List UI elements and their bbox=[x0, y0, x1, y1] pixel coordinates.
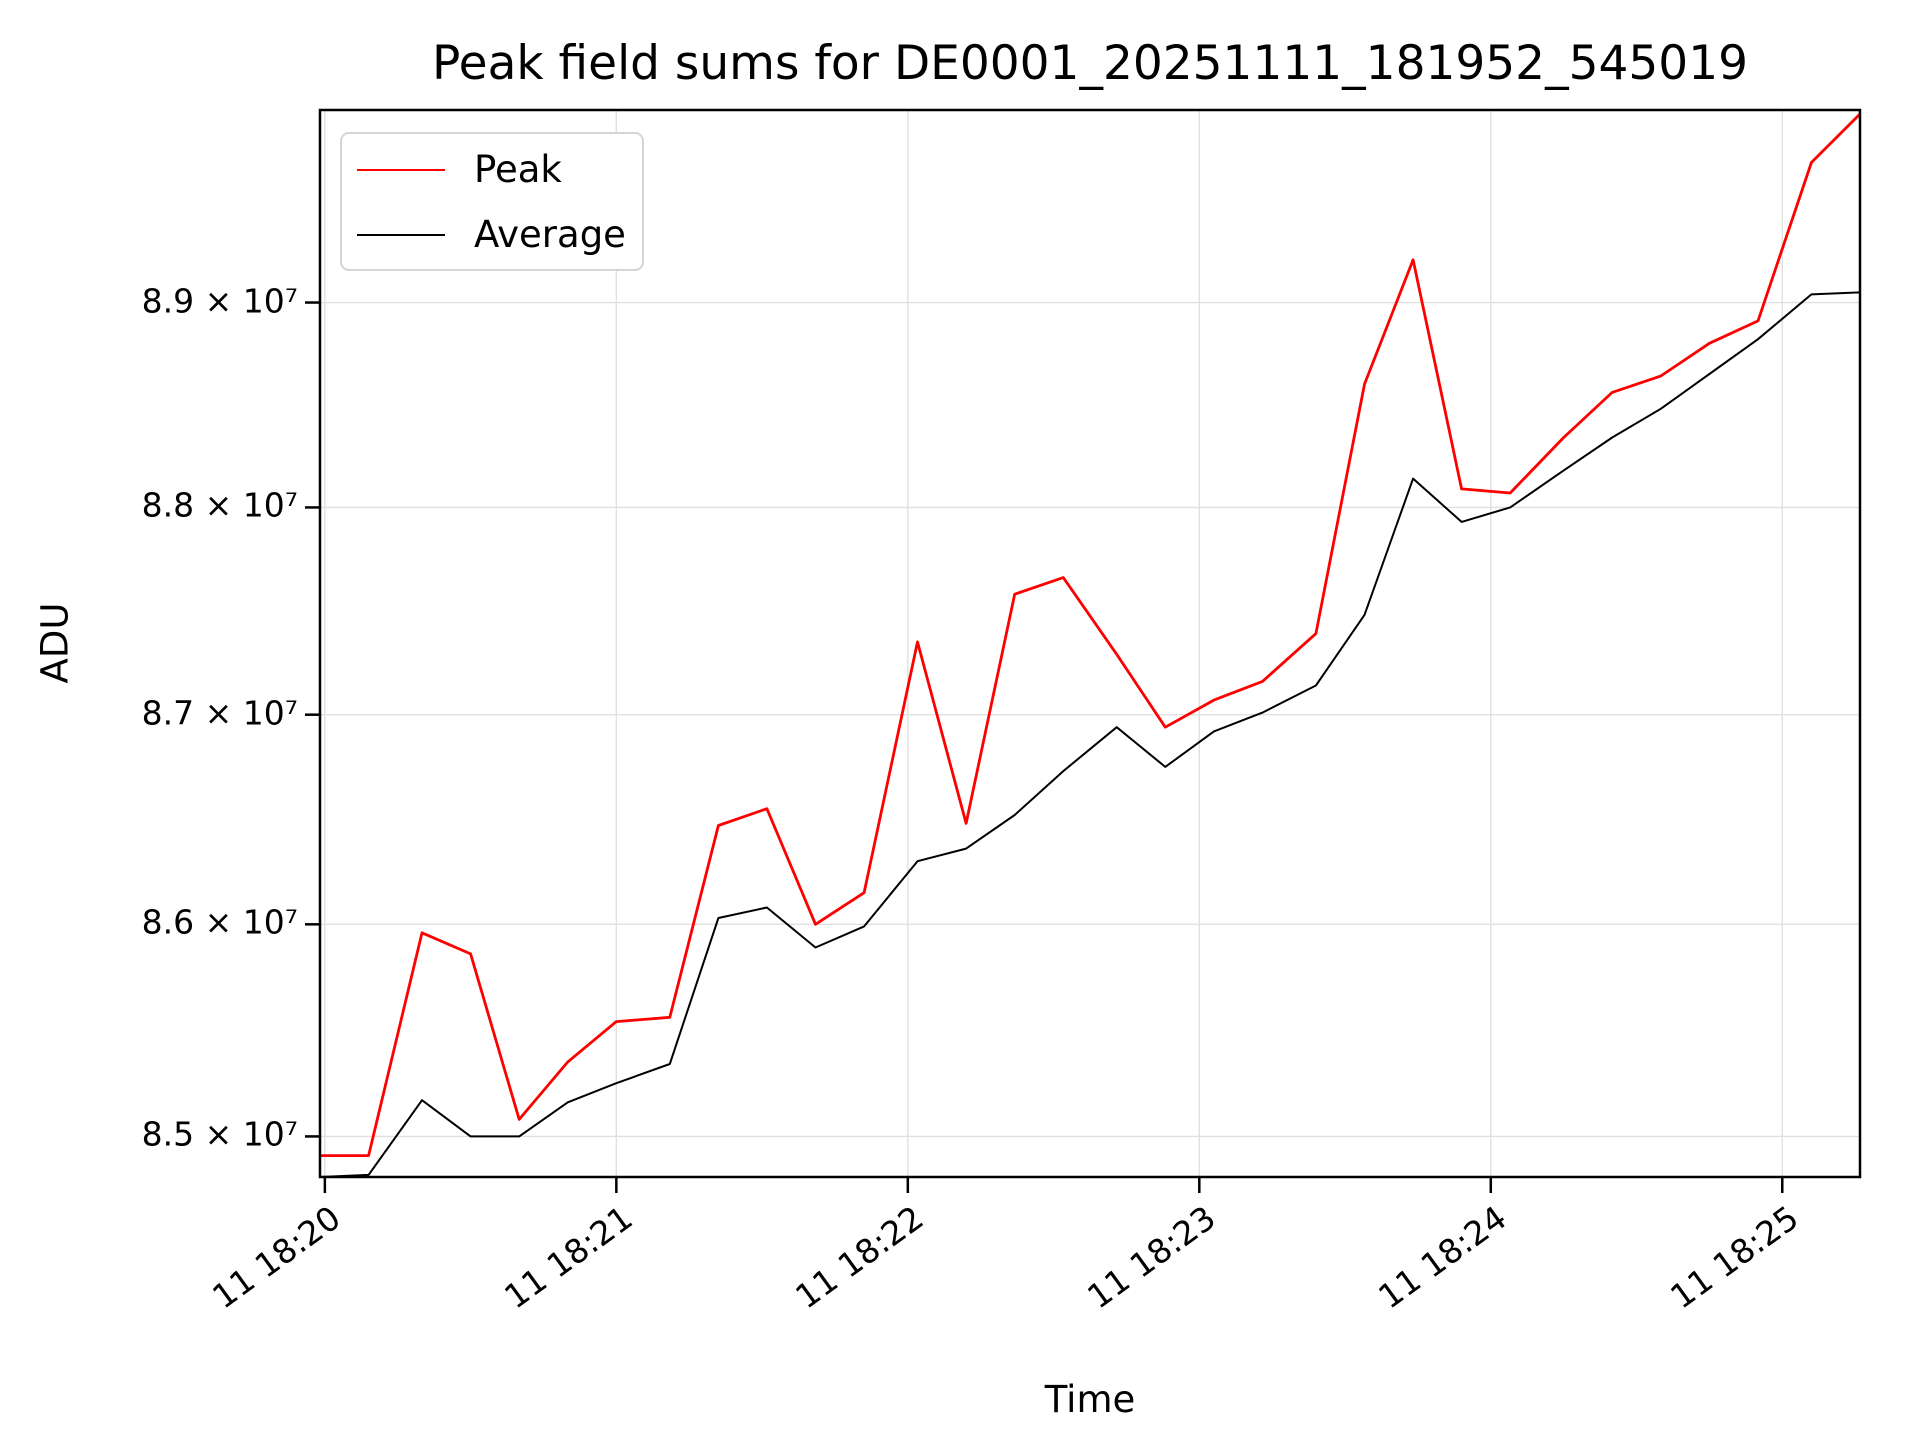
y-tick-label: 8.8 × 10⁷ bbox=[141, 485, 298, 525]
y-tick-label: 8.7 × 10⁷ bbox=[141, 693, 298, 733]
x-axis-label: Time bbox=[1044, 1378, 1136, 1421]
series-peak-line bbox=[320, 113, 1861, 1157]
plot-border bbox=[318, 108, 1862, 1179]
series-average-line bbox=[319, 291, 1861, 1178]
y-axis-label: ADU bbox=[33, 602, 77, 684]
y-tick-label: 8.9 × 10⁷ bbox=[141, 281, 298, 321]
chart-title: Peak field sums for DE0001_20251111_1819… bbox=[432, 36, 1748, 91]
legend-average-label: Average bbox=[474, 213, 626, 256]
legend-peak-line-sample bbox=[357, 168, 445, 171]
legend-entry-average: Average bbox=[342, 202, 642, 267]
legend: Peak Average bbox=[340, 132, 644, 271]
legend-peak-label: Peak bbox=[474, 148, 562, 191]
legend-entry-peak: Peak bbox=[342, 137, 642, 202]
y-tick-label: 8.6 × 10⁷ bbox=[141, 902, 298, 942]
legend-average-line-sample bbox=[357, 233, 445, 236]
y-tick-label: 8.5 × 10⁷ bbox=[141, 1114, 298, 1154]
